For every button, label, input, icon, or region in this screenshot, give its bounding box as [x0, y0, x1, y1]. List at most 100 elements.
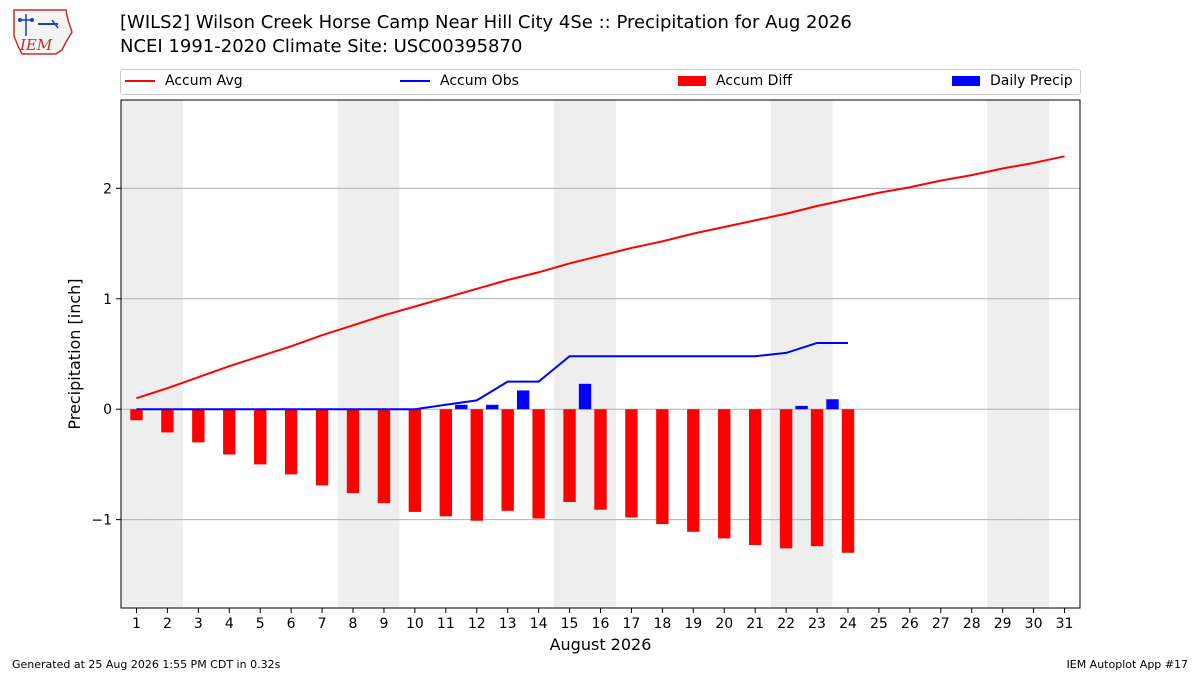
weekend-shade — [1018, 100, 1050, 608]
accum-diff-bar — [130, 409, 143, 421]
legend-item-accum-diff: Accum Diff — [678, 73, 792, 89]
x-tick-label: 5 — [256, 616, 265, 632]
x-tick-label: 20 — [715, 616, 733, 632]
weekend-shade — [987, 100, 1019, 608]
daily-precip-bar — [795, 405, 808, 410]
daily-precip-bar — [516, 390, 530, 410]
x-tick-label: 16 — [592, 616, 610, 632]
weekend-shade — [554, 100, 586, 608]
accum-diff-bar — [501, 409, 514, 511]
x-tick-label: 1 — [132, 616, 141, 632]
x-tick-label: 2 — [163, 616, 172, 632]
accum-diff-bar — [532, 409, 545, 519]
x-tick-label: 19 — [684, 616, 702, 632]
y-axis-ticks: −1 0 1 2 — [91, 181, 121, 529]
x-tick-label: 6 — [287, 616, 296, 632]
weekend-shading — [121, 100, 1050, 608]
accum-diff-bar — [656, 409, 669, 525]
y-tick-label: −1 — [91, 513, 112, 529]
x-tick-label: 21 — [746, 616, 764, 632]
x-tick-label: 10 — [406, 616, 424, 632]
x-tick-label: 4 — [225, 616, 234, 632]
x-tick-label: 11 — [437, 616, 455, 632]
accum-diff-bar — [779, 409, 793, 549]
x-tick-label: 14 — [530, 616, 548, 632]
x-tick-label: 7 — [318, 616, 327, 632]
weekend-shade — [585, 100, 616, 608]
accum-diff-bar — [254, 409, 267, 465]
accum-diff-bar — [718, 409, 731, 539]
legend-item-daily-precip: Daily Precip — [952, 73, 1073, 89]
legend-swatch-accum-diff — [678, 76, 706, 86]
accum-diff-bar — [408, 409, 422, 512]
x-tick-label: 26 — [901, 616, 919, 632]
legend-swatch-accum-avg — [125, 80, 155, 82]
accum-diff-bar — [748, 409, 762, 546]
x-tick-label: 23 — [808, 616, 826, 632]
bars — [130, 383, 855, 553]
app-credit: IEM Autoplot App #17 — [1066, 658, 1189, 671]
weekend-shade — [337, 100, 369, 608]
x-axis-label: August 2026 — [550, 635, 652, 654]
y-axis-label: Precipitation [inch] — [65, 278, 84, 429]
iem-logo-graphic: IEM — [13, 9, 73, 55]
svg-text:IEM: IEM — [19, 36, 53, 54]
y-tick-label: 0 — [103, 402, 112, 418]
accum-diff-bar — [810, 409, 824, 547]
legend-item-accum-avg: Accum Avg — [125, 73, 243, 89]
daily-precip-bar — [578, 383, 592, 410]
x-tick-label: 3 — [194, 616, 203, 632]
x-tick-label: 30 — [1025, 616, 1043, 632]
x-tick-label: 28 — [963, 616, 981, 632]
daily-precip-bar — [486, 404, 499, 410]
legend-swatch-daily-precip — [952, 76, 980, 86]
chart-title: [WILS2] Wilson Creek Horse Camp Near Hil… — [120, 12, 852, 33]
weekend-shade — [368, 100, 400, 608]
accum-diff-bar — [841, 409, 855, 553]
accum-obs-line — [136, 341, 848, 411]
chart-subtitle: NCEI 1991-2020 Climate Site: USC00395870 — [120, 36, 523, 57]
x-tick-label: 13 — [499, 616, 517, 632]
accum-avg-line — [136, 155, 1065, 400]
accum-diff-bar — [439, 409, 453, 517]
accum-diff-bar — [315, 409, 329, 486]
weekend-shade — [121, 100, 152, 608]
lines — [136, 155, 1065, 411]
accum-diff-bar — [161, 409, 174, 433]
iem-logo: IEM — [8, 6, 74, 58]
weekend-shade — [151, 100, 183, 608]
y-tick-label: 2 — [103, 181, 112, 197]
x-tick-label: 25 — [870, 616, 888, 632]
accum-diff-bar — [470, 409, 483, 521]
legend-label-daily-precip: Daily Precip — [990, 73, 1073, 89]
accum-diff-bar — [346, 409, 360, 494]
y-tick-label: 1 — [103, 292, 112, 308]
legend-item-accum-obs: Accum Obs — [400, 73, 519, 89]
accum-diff-bar — [377, 409, 391, 504]
accum-diff-bar — [594, 409, 607, 510]
x-tick-label: 24 — [839, 616, 857, 632]
x-tick-label: 27 — [932, 616, 950, 632]
daily-precip-bar — [826, 399, 839, 410]
x-tick-label: 8 — [349, 616, 358, 632]
chart-legend: Accum Avg Accum Obs Accum Diff Daily Pre… — [120, 69, 1081, 95]
x-tick-label: 31 — [1056, 616, 1074, 632]
x-tick-label: 12 — [468, 616, 486, 632]
accum-diff-bar — [192, 409, 205, 443]
legend-label-accum-avg: Accum Avg — [165, 73, 243, 89]
accum-diff-bar — [284, 409, 298, 475]
x-tick-label: 15 — [561, 616, 579, 632]
x-axis-ticks: 1 2 3 4 5 6 7 8 9 10 11 12 13 14 15 16 17 18 19 20 21 22 23 24 2… — [132, 608, 1073, 632]
x-tick-label: 17 — [623, 616, 641, 632]
x-tick-label: 9 — [379, 616, 388, 632]
x-tick-label: 18 — [653, 616, 671, 632]
accum-diff-bar — [223, 409, 236, 455]
daily-precip-bar — [455, 404, 468, 410]
legend-swatch-accum-obs — [400, 80, 430, 82]
generated-timestamp: Generated at 25 Aug 2026 1:55 PM CDT in … — [12, 658, 281, 671]
accum-diff-bar — [687, 409, 700, 532]
x-tick-label: 29 — [994, 616, 1012, 632]
accum-diff-bar — [563, 409, 576, 502]
legend-label-accum-diff: Accum Diff — [716, 73, 793, 89]
